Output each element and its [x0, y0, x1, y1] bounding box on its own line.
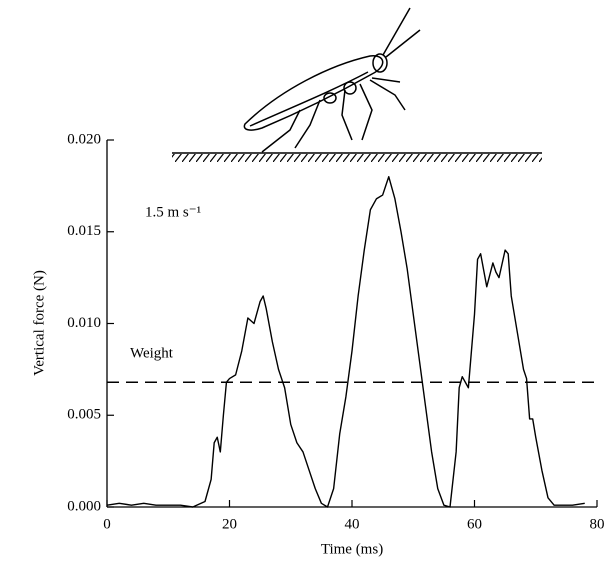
y-tick-label: 0.010: [67, 315, 101, 331]
y-tick-label: 0.015: [67, 223, 101, 239]
y-tick-label: 0.020: [67, 131, 101, 147]
insect-illustration: [172, 7, 542, 162]
x-tick-label: 20: [222, 516, 237, 532]
y-tick-label: 0.000: [67, 498, 101, 514]
y-axis-label: Vertical force (N): [31, 270, 47, 376]
speed-annotation: 1.5 m s⁻¹: [145, 204, 201, 220]
x-tick-label: 60: [467, 516, 482, 532]
weight-label: Weight: [130, 346, 174, 362]
x-axis-label: Time (ms): [321, 541, 383, 557]
force-line: [106, 176, 585, 508]
x-tick-label: 40: [345, 516, 360, 532]
y-tick-label: 0.005: [67, 407, 101, 423]
x-tick-label: 80: [590, 516, 605, 532]
x-tick-label: 0: [103, 516, 111, 532]
